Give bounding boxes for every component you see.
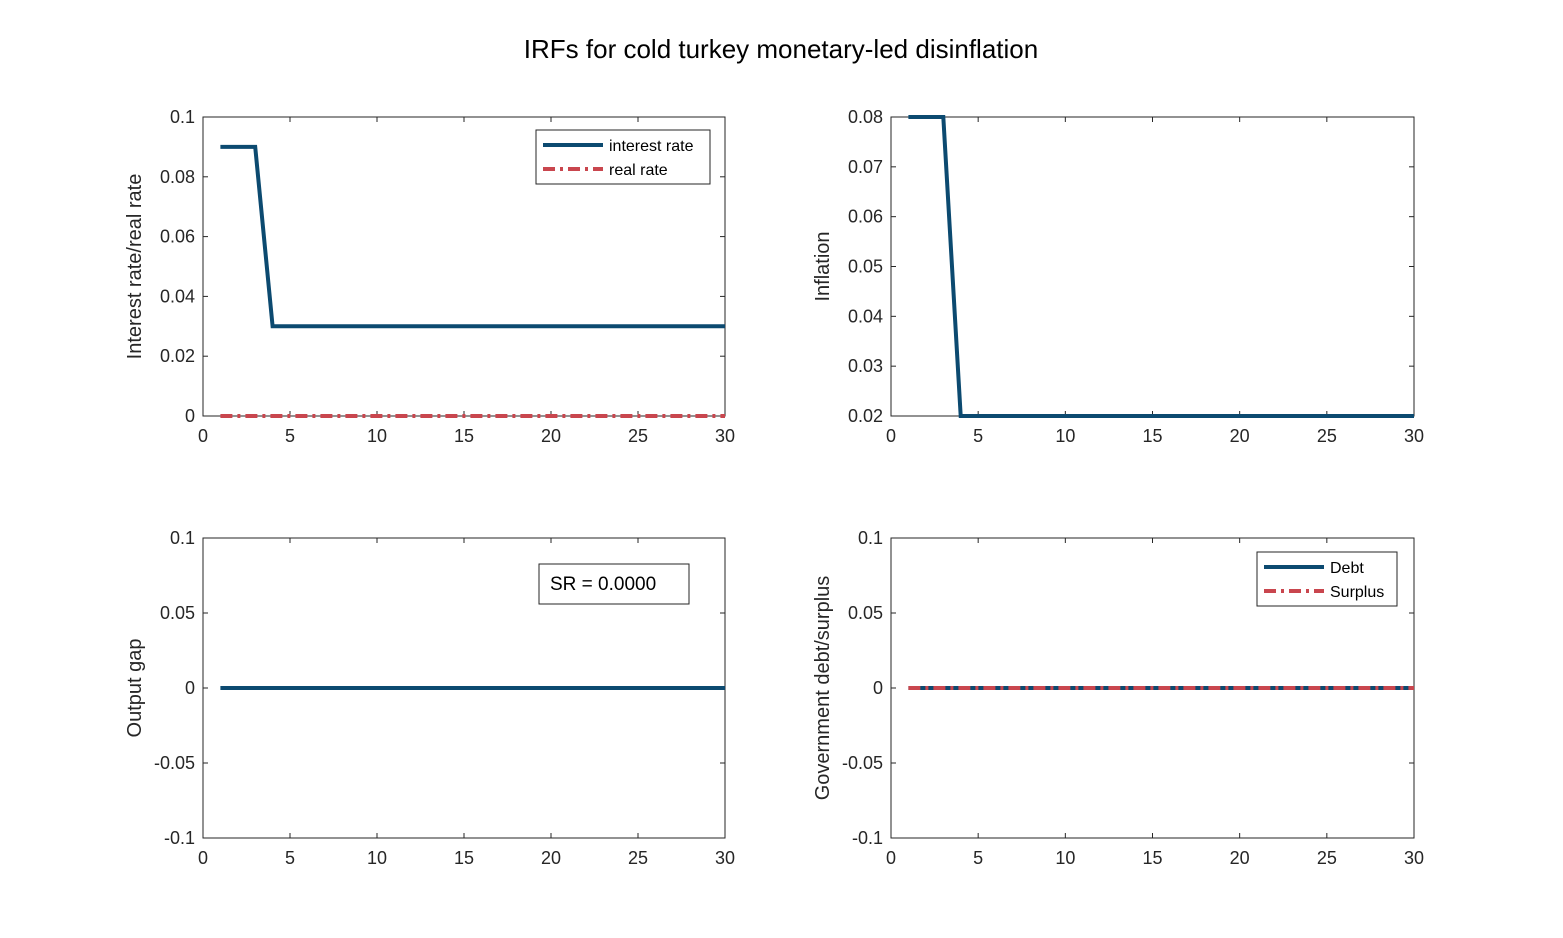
x-tick-label: 25 [628, 848, 648, 868]
y-tick-label: 0.04 [160, 286, 195, 306]
y-tick-label: 0.1 [858, 528, 883, 548]
x-tick-label: 0 [198, 848, 208, 868]
y-axis-label: Government debt/surplus [812, 576, 834, 801]
y-tick-label: 0.06 [848, 207, 883, 227]
axes-frame [890, 116, 1415, 417]
subplots: 0 5 10 15 20 25 3000.020.040.060.080.1Interest… [124, 107, 1424, 868]
x-tick-label: 20 [1230, 848, 1250, 868]
x-tick-label: 20 [541, 848, 561, 868]
x-tick-label: 25 [1317, 848, 1337, 868]
x-tick-label: 0 [886, 426, 896, 446]
x-tick-label: 10 [367, 426, 387, 446]
y-tick-label: 0.06 [160, 227, 195, 247]
y-tick-label: 0 [185, 678, 195, 698]
annotation-box [538, 563, 690, 605]
x-tick-label: 0 [886, 848, 896, 868]
x-tick-label: 0 [198, 426, 208, 446]
legend: interest rate real rate [535, 129, 711, 185]
legend-label: interest rate [609, 138, 694, 155]
y-tick-label: -0.05 [842, 753, 883, 773]
x-tick-label: 15 [454, 848, 474, 868]
y-tick-label: 0.05 [848, 603, 883, 623]
legend-box [535, 129, 711, 185]
y-tick-label: 0.03 [848, 356, 883, 376]
y-tick-label: -0.05 [154, 753, 195, 773]
y-tick-label: 0.07 [848, 157, 883, 177]
y-axis-label: Interest rate/real rate [124, 174, 146, 360]
x-tick-label: 10 [1055, 848, 1075, 868]
y-tick-label: 0.05 [160, 603, 195, 623]
subplot-1: 0 5 10 15 20 25 30 0 0.02 0.04 0.06 0.08 0.1 Interest… [124, 107, 735, 446]
y-tick-label: 0.02 [160, 346, 195, 366]
x-tick-label: 10 [1055, 426, 1075, 446]
legend-label: Debt [1330, 560, 1364, 577]
y-tick-label: 0.1 [170, 528, 195, 548]
x-tick-label: 10 [367, 848, 387, 868]
x-tick-label: 25 [628, 426, 648, 446]
y-axis-label: Output gap [124, 639, 146, 738]
y-tick-label: 0.05 [848, 257, 883, 277]
x-tick-label: 15 [454, 426, 474, 446]
series-line-interest-rate [220, 144, 725, 329]
y-tick-label: -0.1 [164, 828, 195, 848]
y-tick-label: 0.1 [170, 107, 195, 127]
series-line-series [908, 115, 1414, 418]
annotation-text: SR = 0.0000 [550, 574, 656, 595]
x-tick-label: 25 [1317, 426, 1337, 446]
x-tick-label: 20 [541, 426, 561, 446]
subplot-3: 0 5 10 15 20 25 30 -0.1 -0.05 0 0.05 0.1 Output gap S… [124, 528, 735, 868]
x-tick-label: 5 [973, 426, 983, 446]
legend-box [1256, 551, 1398, 607]
x-tick-label: 15 [1142, 848, 1162, 868]
x-tick-label: 20 [1230, 426, 1250, 446]
y-tick-label: 0.08 [848, 107, 883, 127]
y-tick-label: 0 [873, 678, 883, 698]
legend-label: Surplus [1330, 584, 1384, 601]
x-tick-label: 5 [285, 426, 295, 446]
x-tick-label: 30 [1404, 848, 1424, 868]
x-tick-label: 5 [973, 848, 983, 868]
y-tick-label: 0.04 [848, 306, 883, 326]
x-tick-label: 5 [285, 848, 295, 868]
x-tick-label: 30 [715, 426, 735, 446]
y-tick-label: 0.08 [160, 167, 195, 187]
x-tick-label: 30 [1404, 426, 1424, 446]
legend: Debt Surplus [1256, 551, 1398, 607]
subplot-4: 0 5 10 15 20 25 30 -0.1 -0.05 0 0.05 0.1 Government … [812, 528, 1424, 868]
x-tick-label: 30 [715, 848, 735, 868]
figure-title: IRFs for cold turkey monetary-led disinf… [524, 34, 1038, 64]
y-tick-label: 0.02 [848, 406, 883, 426]
y-tick-label: 0 [185, 406, 195, 426]
y-tick-label: -0.1 [852, 828, 883, 848]
x-tick-label: 15 [1142, 426, 1162, 446]
legend-label: real rate [609, 162, 668, 179]
y-axis-label: Inflation [812, 231, 834, 301]
subplot-2: 0 5 10 15 20 25 30 0.02 0.03 0.04 0.05 0.06 0.07 0.08… [812, 107, 1424, 446]
